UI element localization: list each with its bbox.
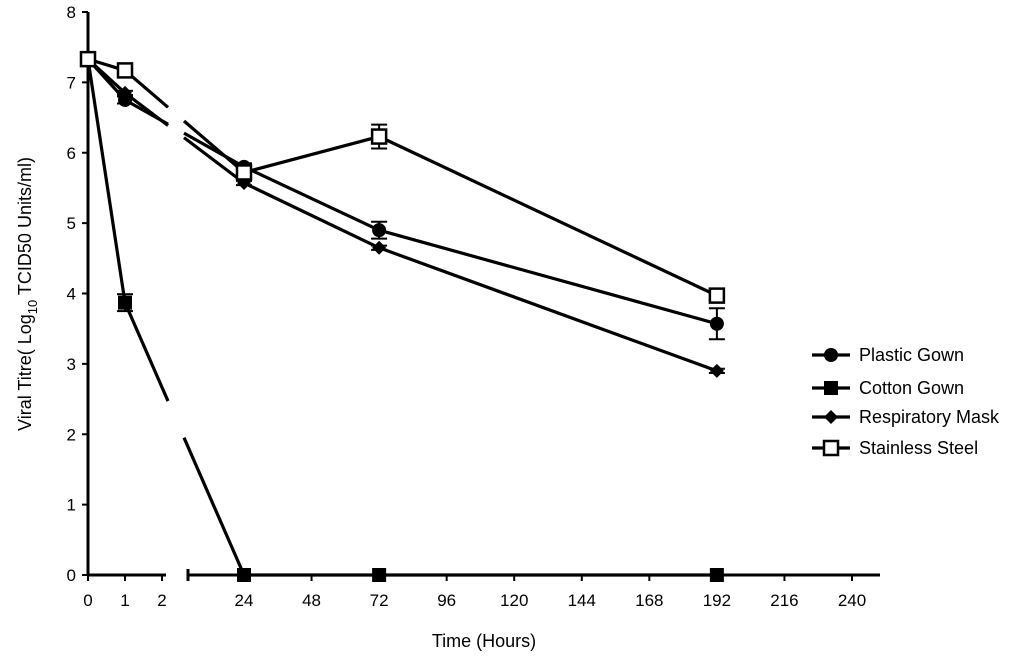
y-tick-label: 1 xyxy=(67,496,76,515)
legend-label: Respiratory Mask xyxy=(859,407,1000,427)
legend-item-cotton-gown: Cotton Gown xyxy=(812,378,964,398)
data-point-open-square xyxy=(235,164,253,181)
series-cotton-gown xyxy=(80,52,724,582)
y-axis-title: Viral Titre( Log10 TCID50 Units/ml) xyxy=(15,157,40,431)
series-line-segment xyxy=(243,165,380,232)
series-line-segment xyxy=(86,58,127,303)
x-tick-label: 2 xyxy=(157,591,166,610)
series-respiratory-mask xyxy=(80,52,725,378)
legend-marker-square xyxy=(824,381,838,395)
data-point-diamond xyxy=(118,85,132,100)
legend-item-respiratory-mask: Respiratory Mask xyxy=(812,407,1000,427)
legend-label: Stainless Steel xyxy=(859,438,978,458)
x-tick-label: 144 xyxy=(568,591,596,610)
x-axis-title: Time (Hours) xyxy=(432,631,536,651)
x-tick-label: 168 xyxy=(635,591,663,610)
y-tick-label: 3 xyxy=(67,355,76,374)
x-tick-label: 0 xyxy=(83,591,92,610)
tick-group: 0 1 2 3 4 5 6 7 8 0 1 2 24 48 72 96 120 144 168 192 216 240 xyxy=(67,3,867,610)
series-line-segment xyxy=(378,135,718,298)
x-tick-label: 120 xyxy=(500,591,528,610)
data-point-open-square xyxy=(79,50,97,68)
y-axis-title-prefix: Viral Titre( Log xyxy=(15,314,35,431)
x-tick-label: 216 xyxy=(770,591,798,610)
legend-marker-open-square xyxy=(822,439,840,457)
series-line-segment xyxy=(378,228,718,326)
x-tick-label: 72 xyxy=(370,591,389,610)
series-line-segment xyxy=(183,136,245,185)
data-point-diamond xyxy=(372,240,387,255)
y-tick-label: 0 xyxy=(67,566,76,585)
y-tick-label: 4 xyxy=(67,285,76,304)
series-line-segment xyxy=(182,437,246,576)
legend-item-stainless-steel: Stainless Steel xyxy=(812,438,978,458)
y-tick-label: 7 xyxy=(67,73,76,92)
data-point-circle xyxy=(372,223,387,238)
x-tick-label: 24 xyxy=(235,591,254,610)
legend-marker-circle xyxy=(824,348,838,362)
series-line-segment xyxy=(183,131,245,169)
series-line-segment xyxy=(124,91,169,127)
y-tick-label: 5 xyxy=(67,214,76,233)
data-point-open-square xyxy=(708,287,726,304)
series-plastic-gown xyxy=(80,52,725,341)
legend: Plastic Gown Cotton Gown Respiratory Mask S… xyxy=(812,345,1000,458)
series-line-segment xyxy=(243,135,380,175)
y-axis-title-subscript: 10 xyxy=(25,300,40,314)
series-group xyxy=(79,50,726,582)
legend-marker-diamond xyxy=(824,410,838,424)
data-point-square xyxy=(118,295,132,310)
data-point-square xyxy=(372,568,387,582)
y-tick-label: 6 xyxy=(67,144,76,163)
legend-label: Cotton Gown xyxy=(859,378,964,398)
series-line-segment xyxy=(243,181,380,250)
data-point-square xyxy=(709,568,724,582)
series-line-segment xyxy=(182,119,246,174)
y-tick-label: 8 xyxy=(67,3,76,22)
data-point-square xyxy=(237,568,251,582)
x-tick-label: 48 xyxy=(302,591,321,610)
x-tick-label: 192 xyxy=(703,591,731,610)
series-line-segment xyxy=(123,302,170,402)
x-tick-label: 96 xyxy=(437,591,456,610)
series-stainless-steel xyxy=(79,50,726,304)
data-point-open-square xyxy=(370,128,388,145)
y-axis-title-suffix: TCID50 Units/ml) xyxy=(15,157,35,300)
legend-label: Plastic Gown xyxy=(859,345,964,365)
data-point-open-square xyxy=(116,62,134,79)
series-line-segment xyxy=(378,246,718,373)
data-point-circle xyxy=(709,316,724,331)
x-tick-label: 1 xyxy=(120,591,129,610)
y-tick-label: 2 xyxy=(67,425,76,444)
data-point-diamond xyxy=(709,363,724,378)
legend-item-plastic-gown: Plastic Gown xyxy=(812,345,964,365)
x-tick-label: 240 xyxy=(838,591,866,610)
axes xyxy=(86,12,880,581)
